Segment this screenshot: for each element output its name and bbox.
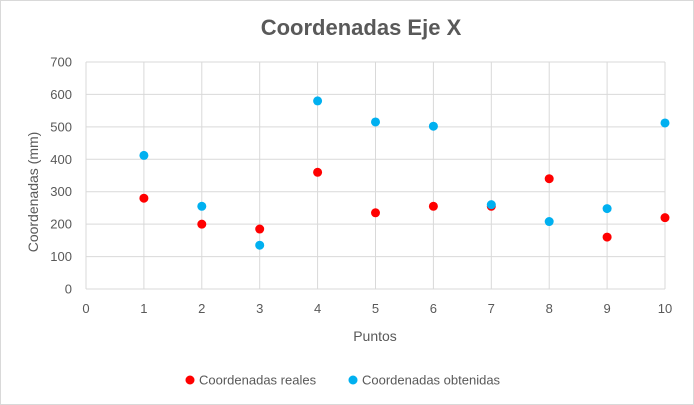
y-tick-label: 100	[50, 249, 72, 264]
data-point-reales	[139, 193, 149, 203]
x-axis-title: Puntos	[353, 328, 397, 344]
legend-marker	[348, 375, 358, 385]
data-point-obtenidas	[544, 217, 554, 227]
x-tick-label: 9	[603, 301, 610, 316]
data-point-reales	[255, 224, 265, 234]
data-point-reales	[602, 232, 612, 242]
x-tick-label: 7	[488, 301, 495, 316]
data-point-reales	[197, 219, 207, 229]
y-tick-label: 300	[50, 184, 72, 199]
chart-title: Coordenadas Eje X	[261, 15, 462, 40]
x-tick-label: 8	[546, 301, 553, 316]
data-point-obtenidas	[486, 200, 496, 210]
y-axis-title: Coordenadas (mm)	[25, 132, 41, 253]
data-point-obtenidas	[139, 150, 149, 160]
data-point-reales	[660, 213, 670, 223]
y-tick-label: 0	[65, 282, 72, 297]
data-points	[139, 96, 670, 250]
x-tick-label: 6	[430, 301, 437, 316]
y-tick-label: 200	[50, 217, 72, 232]
x-tick-label: 10	[658, 301, 672, 316]
legend-label: Coordenadas reales	[199, 373, 317, 388]
x-tick-label: 1	[140, 301, 147, 316]
data-point-reales	[544, 174, 554, 184]
data-point-obtenidas	[255, 240, 265, 250]
x-tick-label: 3	[256, 301, 263, 316]
data-point-obtenidas	[313, 96, 323, 106]
x-tick-label: 0	[82, 301, 89, 316]
y-tick-label: 500	[50, 119, 72, 134]
data-point-reales	[371, 208, 380, 218]
data-point-obtenidas	[428, 121, 438, 131]
gridlines	[85, 61, 666, 290]
data-point-obtenidas	[602, 204, 612, 214]
data-point-obtenidas	[371, 117, 380, 127]
legend: Coordenadas reales Coordenadas obtenidas	[185, 373, 501, 388]
tick-labels: 0 100 200 300 400 500 600 700 0 1 2 3 4 5 6 7 8 9 10	[50, 55, 672, 317]
x-tick-label: 5	[372, 301, 379, 316]
y-tick-label: 700	[50, 55, 72, 70]
data-point-obtenidas	[660, 118, 670, 128]
y-tick-label: 600	[50, 87, 72, 102]
data-point-reales	[313, 167, 323, 177]
x-tick-label: 4	[314, 301, 321, 316]
x-tick-label: 2	[198, 301, 205, 316]
data-point-reales	[428, 201, 438, 211]
legend-label: Coordenadas obtenidas	[362, 373, 501, 388]
y-tick-label: 400	[50, 152, 72, 167]
legend-marker	[185, 375, 195, 385]
data-point-obtenidas	[197, 201, 207, 211]
